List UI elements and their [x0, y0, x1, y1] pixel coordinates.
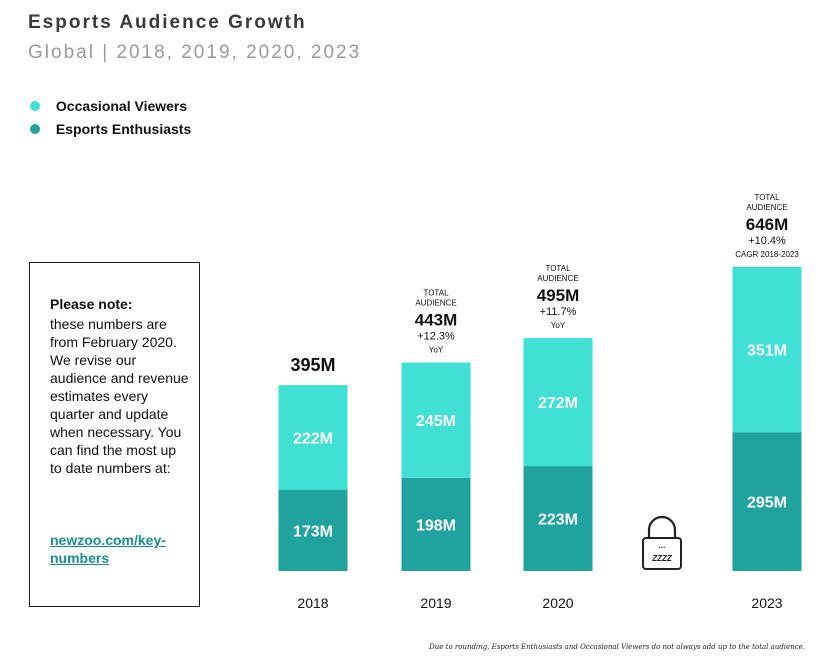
bar-occasional-2019	[401, 362, 471, 478]
padlock-shackle	[647, 515, 677, 538]
legend-item-enthusiasts: Esports Enthusiasts	[30, 121, 191, 137]
bar-label-occasional-2019: 245M	[416, 413, 456, 430]
bar-occasional-2018	[278, 385, 348, 490]
total-heading-2-2019: AUDIENCE	[415, 299, 456, 308]
growth-label-2020: +11.7%	[540, 306, 577, 318]
growth-label-2019: +12.3%	[417, 331, 455, 343]
total-heading-1-2020: TOTAL	[545, 264, 571, 273]
total-heading-2-2020: AUDIENCE	[537, 274, 578, 283]
legend-swatch-enthusiasts	[30, 124, 40, 134]
growth-note-2019: YoY	[429, 346, 444, 355]
padlock-icon: ... ZZZZ	[642, 515, 682, 570]
bar-label-occasional-2023: 351M	[747, 343, 787, 360]
growth-note-2020: YoY	[551, 321, 566, 330]
x-tick-2018: 2018	[297, 595, 328, 611]
bar-label-enthusiasts-2019: 198M	[416, 517, 456, 534]
note-heading: Please note:	[50, 296, 133, 312]
bar-label-enthusiasts-2023: 295M	[747, 495, 787, 512]
bar-enthusiasts-2023	[732, 432, 802, 571]
growth-label-2023: +10.4%	[748, 235, 786, 247]
note-box: Please note: these numbers are from Febr…	[29, 262, 200, 607]
total-label-2020: 495M	[537, 286, 580, 305]
bar-label-enthusiasts-2018: 173M	[293, 523, 333, 540]
padlock-text: ZZZZ	[651, 554, 673, 563]
bar-label-enthusiasts-2020: 223M	[538, 512, 578, 529]
key-numbers-link[interactable]: newzoo.com/key-numbers	[50, 532, 166, 566]
bar-label-occasional-2018: 222M	[293, 430, 333, 447]
bar-occasional-2020	[523, 338, 593, 467]
total-heading-1-2019: TOTAL	[423, 289, 449, 298]
x-tick-2020: 2020	[542, 595, 573, 611]
bar-enthusiasts-2020	[523, 466, 593, 571]
legend-label-occasional: Occasional Viewers	[55, 98, 188, 114]
legend-swatch-occasional	[30, 101, 40, 111]
note-body: these numbers are from February 2020. We…	[50, 316, 189, 476]
total-label-2019: 443M	[415, 311, 458, 330]
growth-note-2023: CAGR 2018-2023	[735, 250, 799, 259]
bar-enthusiasts-2018	[278, 489, 348, 571]
total-label-2023: 646M	[746, 215, 789, 234]
total-heading-2-2023: AUDIENCE	[746, 203, 787, 212]
chart-title: Esports Audience Growth	[28, 12, 307, 33]
total-heading-1-2023: TOTAL	[754, 193, 780, 202]
bar-label-occasional-2020: 272M	[538, 395, 578, 412]
padlock-body	[642, 537, 682, 570]
bar-occasional-2023	[732, 266, 802, 433]
bar-enthusiasts-2019	[401, 477, 471, 571]
padlock-dots: ...	[659, 541, 666, 550]
chart-subtitle: Global | 2018, 2019, 2020, 2023	[28, 42, 362, 63]
legend-label-enthusiasts: Esports Enthusiasts	[55, 121, 192, 137]
x-tick-2019: 2019	[420, 595, 451, 611]
x-tick-2023: 2023	[751, 595, 782, 611]
legend-item-occasional: Occasional Viewers	[30, 98, 187, 114]
footnote: Due to rounding, Esports Enthusiasts and…	[429, 643, 805, 651]
total-label-2018: 395M	[290, 355, 335, 375]
